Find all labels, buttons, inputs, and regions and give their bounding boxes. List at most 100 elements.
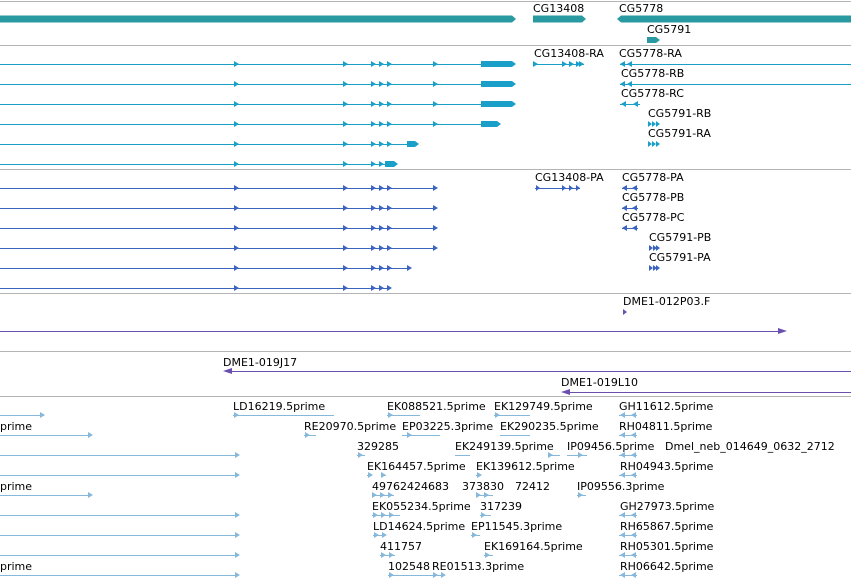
exon-arrow-right[interactable]	[387, 205, 392, 211]
exon-arrow-left[interactable]	[622, 205, 627, 211]
exon-arrow-right[interactable]	[569, 185, 573, 191]
exon-arrow-left[interactable]	[620, 512, 625, 518]
exon-arrow-right[interactable]	[343, 161, 348, 167]
exon-arrow-right[interactable]	[387, 265, 392, 271]
exon-arrow-left[interactable]	[631, 552, 636, 558]
exon-arrow-right[interactable]	[578, 452, 583, 458]
exon-arrow-right[interactable]	[536, 185, 540, 191]
exon-arrow-left[interactable]	[622, 225, 627, 231]
exon-arrow-left[interactable]	[620, 572, 625, 578]
exon-arrow-right[interactable]	[433, 185, 438, 191]
exon-arrow-right[interactable]	[407, 265, 412, 271]
transcript-terminal-exon[interactable]	[481, 81, 516, 87]
exon-arrow-right[interactable]	[343, 245, 348, 251]
exon-arrow-right[interactable]	[234, 61, 239, 67]
exon-arrow-right[interactable]	[234, 205, 239, 211]
exon-arrow-left[interactable]	[631, 572, 636, 578]
exon-arrow-left[interactable]	[632, 185, 637, 191]
exon-arrow-right[interactable]	[389, 512, 394, 518]
exon-arrow-right[interactable]	[387, 185, 392, 191]
exon-arrow-right[interactable]	[649, 245, 653, 251]
exon-arrow-right[interactable]	[433, 101, 438, 107]
gene-CG5778[interactable]	[617, 15, 851, 23]
exon-arrow-right[interactable]	[656, 265, 660, 271]
exon-arrow-right[interactable]	[343, 101, 348, 107]
exon-arrow-right[interactable]	[88, 432, 93, 438]
exon-arrow-left[interactable]	[627, 81, 632, 87]
exon-arrow-right[interactable]	[407, 432, 412, 438]
exon-arrow-right[interactable]	[656, 245, 660, 251]
exon-arrow-right[interactable]	[576, 61, 581, 67]
exon-arrow-right[interactable]	[234, 412, 239, 418]
exon-arrow-right[interactable]	[433, 121, 438, 127]
exon-arrow-right[interactable]	[234, 81, 239, 87]
exon-arrow-right[interactable]	[371, 285, 376, 291]
exon-arrow-right[interactable]	[343, 81, 348, 87]
exon-arrow-left[interactable]	[620, 472, 625, 478]
exon-arrow-left[interactable]	[627, 61, 632, 67]
exon-arrow-right[interactable]	[382, 532, 387, 538]
exon-arrow-right[interactable]	[476, 492, 481, 498]
exon-arrow-right[interactable]	[371, 161, 376, 167]
exon-arrow-right[interactable]	[305, 432, 310, 438]
exon-arrow-right[interactable]	[653, 265, 657, 271]
exon-arrow-right[interactable]	[387, 141, 392, 147]
exon-arrow-right[interactable]	[778, 328, 787, 334]
exon-arrow-right[interactable]	[387, 61, 392, 67]
exon-arrow-left[interactable]	[631, 412, 636, 418]
exon-arrow-right[interactable]	[379, 185, 384, 191]
gene-CG5791[interactable]	[647, 37, 660, 43]
exon-arrow-right[interactable]	[343, 185, 348, 191]
exon-arrow-right[interactable]	[379, 61, 384, 67]
exon-arrow-right[interactable]	[371, 265, 376, 271]
exon-arrow-right[interactable]	[88, 492, 93, 498]
transcript-terminal-exon[interactable]	[407, 141, 419, 147]
exon-arrow-right[interactable]	[477, 472, 482, 478]
exon-arrow-left[interactable]	[621, 101, 626, 107]
exon-arrow-right[interactable]	[481, 512, 486, 518]
exon-arrow-right[interactable]	[381, 472, 386, 478]
exon-arrow-right[interactable]	[379, 81, 384, 87]
exon-arrow-right[interactable]	[379, 265, 384, 271]
exon-arrow-right[interactable]	[234, 245, 239, 251]
exon-arrow-right[interactable]	[379, 245, 384, 251]
exon-arrow-right[interactable]	[380, 492, 385, 498]
exon-arrow-right[interactable]	[379, 225, 384, 231]
exon-arrow-right[interactable]	[623, 309, 627, 315]
exon-arrow-right[interactable]	[235, 452, 240, 458]
exon-arrow-right[interactable]	[371, 225, 376, 231]
exon-arrow-right[interactable]	[533, 61, 538, 67]
exon-arrow-right[interactable]	[653, 245, 657, 251]
exon-arrow-right[interactable]	[343, 285, 348, 291]
exon-arrow-right[interactable]	[472, 532, 477, 538]
exon-arrow-right[interactable]	[235, 552, 240, 558]
exon-arrow-right[interactable]	[371, 61, 376, 67]
exon-arrow-right[interactable]	[235, 512, 240, 518]
transcript-terminal-exon[interactable]	[481, 121, 501, 127]
exon-arrow-right[interactable]	[648, 121, 652, 127]
exon-arrow-right[interactable]	[579, 61, 584, 67]
transcript-terminal-exon[interactable]	[385, 161, 398, 167]
exon-arrow-left[interactable]	[620, 61, 625, 67]
exon-arrow-right[interactable]	[234, 185, 239, 191]
exon-arrow-left[interactable]	[620, 452, 625, 458]
exon-arrow-right[interactable]	[387, 121, 392, 127]
exon-arrow-right[interactable]	[235, 532, 240, 538]
exon-arrow-right[interactable]	[40, 412, 45, 418]
exon-arrow-left[interactable]	[631, 512, 636, 518]
exon-arrow-right[interactable]	[379, 205, 384, 211]
exon-arrow-right[interactable]	[371, 245, 376, 251]
exon-arrow-right[interactable]	[652, 121, 656, 127]
exon-arrow-right[interactable]	[235, 572, 240, 578]
exon-arrow-right[interactable]	[235, 472, 240, 478]
exon-arrow-right[interactable]	[387, 101, 392, 107]
exon-arrow-right[interactable]	[433, 245, 438, 251]
exon-arrow-right[interactable]	[372, 492, 377, 498]
exon-arrow-right[interactable]	[234, 161, 239, 167]
exon-arrow-left[interactable]	[620, 432, 625, 438]
exon-arrow-right[interactable]	[652, 141, 656, 147]
exon-arrow-right[interactable]	[656, 141, 660, 147]
exon-arrow-right[interactable]	[234, 225, 239, 231]
exon-arrow-right[interactable]	[343, 225, 348, 231]
transcript-terminal-exon[interactable]	[481, 61, 516, 67]
